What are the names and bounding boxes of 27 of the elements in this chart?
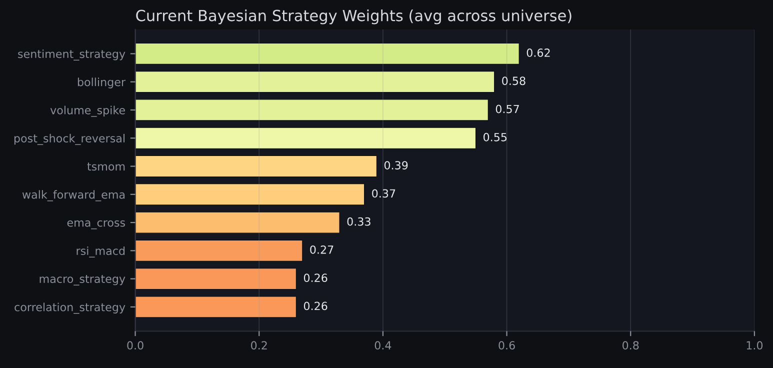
data-label: 0.58 [502, 76, 526, 86]
data-label: 0.33 [347, 217, 370, 226]
data-label: 0.39 [384, 161, 408, 170]
data-label: 0.37 [372, 189, 396, 198]
y-tick-label: rsi_macd [76, 246, 125, 258]
y-tick-label: post_shock_reversal [14, 134, 125, 145]
y-tick-label: macro_strategy [40, 275, 126, 286]
x-tick-label: 0.2 [251, 341, 267, 350]
data-label: 0.55 [483, 132, 507, 142]
data-label: 0.26 [304, 302, 328, 310]
x-tick-label: 0.6 [498, 341, 515, 350]
data-label: 0.27 [310, 245, 334, 254]
x-tick-label: 0.4 [374, 341, 392, 350]
y-tick-label: walk_forward_ema [22, 190, 125, 202]
data-label: 0.26 [304, 274, 328, 282]
y-tick-label: bollinger [78, 78, 126, 88]
x-tick-label: 0.8 [622, 341, 639, 350]
y-tick-label: correlation_strategy [14, 302, 126, 314]
data-label: 0.62 [526, 48, 550, 57]
x-tick-label: 1.0 [746, 341, 763, 350]
y-tick-label: sentiment_strategy [18, 49, 126, 61]
data-label: 0.57 [496, 104, 519, 114]
y-tick-label: tsmom [87, 162, 125, 171]
x-tick-label: 0.0 [127, 341, 144, 350]
y-tick-label: volume_spike [50, 106, 125, 117]
chart-title: Current Bayesian Strategy Weights (avg across universe) [136, 10, 572, 24]
y-tick-label: ema_cross [67, 220, 126, 230]
